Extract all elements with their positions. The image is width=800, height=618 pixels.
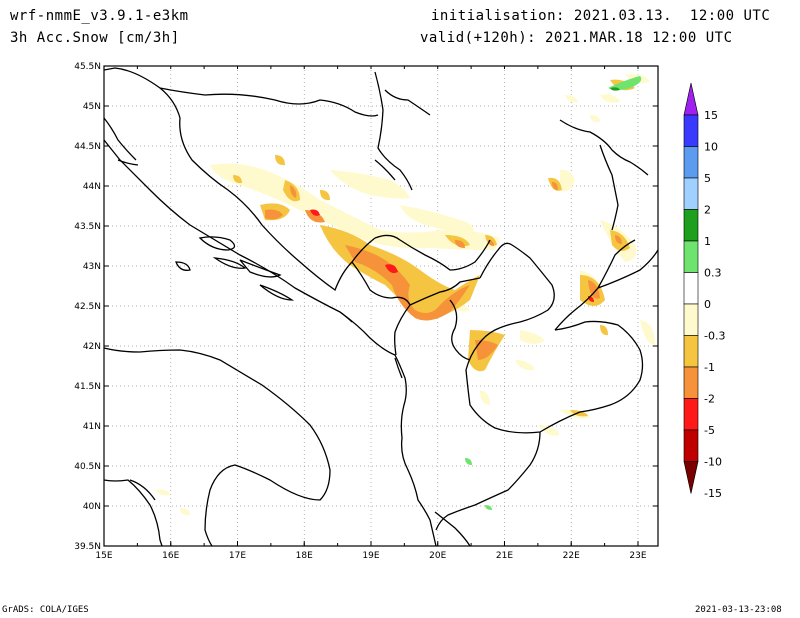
lat-tick-label: 39.5N xyxy=(74,542,101,552)
colorbar-top-arrow xyxy=(683,82,699,116)
lat-tick-label: 45.5N xyxy=(74,62,101,72)
field-name: 3h Acc.Snow [cm/3h] xyxy=(10,30,180,46)
map-plot-area: 39.5N 40N 40.5N 41N 41.5N 42N 42.5N 43N 43.5N 44N… xyxy=(74,62,659,561)
lon-tick-label: 15E xyxy=(95,551,112,561)
lat-tick-label: 45N xyxy=(83,102,101,112)
colorbar-segment xyxy=(683,272,699,305)
colorbar-label: -10 xyxy=(704,456,722,469)
colorbar-segment xyxy=(683,366,699,399)
latitude-labels: 39.5N 40N 40.5N 41N 41.5N 42N 42.5N 43N 43.5N 44N… xyxy=(74,62,101,552)
lon-tick-label: 19E xyxy=(362,551,379,561)
lon-tick-label: 16E xyxy=(162,551,179,561)
lat-tick-label: 40N xyxy=(83,502,101,512)
lat-tick-label: 41N xyxy=(83,422,101,432)
lat-tick-label: 40.5N xyxy=(74,462,101,472)
colorbar-segment xyxy=(683,303,699,336)
lat-tick-label: 44.5N xyxy=(74,142,101,152)
colorbar-label: -15 xyxy=(704,487,722,500)
lat-lon-grid xyxy=(104,66,658,546)
lat-tick-label: 43N xyxy=(83,262,101,272)
colorbar-label: 1 xyxy=(704,235,711,248)
lon-tick-label: 17E xyxy=(229,551,246,561)
valid-time: valid(+120h): 2021.MAR.18 12:00 UTC xyxy=(420,30,733,46)
render-timestamp: 2021-03-13-23:08 xyxy=(695,605,782,615)
colorbar-label: 0 xyxy=(704,298,711,311)
colorbar-segment xyxy=(683,240,699,273)
colorbar-bottom-arrow xyxy=(683,461,699,494)
colorbar-label: 2 xyxy=(704,204,711,217)
axis-ticks xyxy=(103,65,658,547)
longitude-labels: 15E 16E 17E 18E 19E 20E 21E 22E 23E xyxy=(95,551,646,561)
lon-tick-label: 18E xyxy=(296,551,313,561)
snow-accumulation-field xyxy=(155,74,655,516)
model-name: wrf-nmmE_v3.9.1-e3km xyxy=(10,8,189,24)
colorbar-label: -5 xyxy=(704,424,715,437)
colorbar-label: -1 xyxy=(704,361,715,374)
colorbar-label: 0.3 xyxy=(704,267,722,280)
lon-tick-label: 21E xyxy=(496,551,513,561)
grads-credit: GrADS: COLA/IGES xyxy=(2,605,89,615)
colorbar-label: 10 xyxy=(704,141,718,154)
coastlines-and-borders xyxy=(103,67,659,547)
colorbar-segment xyxy=(683,429,699,462)
lat-tick-label: 44N xyxy=(83,182,101,192)
colorbar-label: 15 xyxy=(704,109,718,122)
init-time: initialisation: 2021.03.13. 12:00 UTC xyxy=(431,8,771,24)
colorbar: 15 10 5 2 1 0.3 0 -0.3 -1 -2 -5 -10 -15 xyxy=(683,82,725,500)
colorbar-segment xyxy=(683,335,699,368)
colorbar-segment xyxy=(683,398,699,431)
colorbar-label: -0.3 xyxy=(704,330,725,343)
lon-tick-label: 22E xyxy=(563,551,580,561)
colorbar-label: -2 xyxy=(704,393,715,406)
colorbar-segment xyxy=(683,209,699,242)
colorbar-segment xyxy=(683,177,699,210)
lat-tick-label: 41.5N xyxy=(74,382,101,392)
colorbar-label: 5 xyxy=(704,172,711,185)
colorbar-segment xyxy=(683,146,699,179)
lat-tick-label: 43.5N xyxy=(74,222,101,232)
lon-tick-label: 23E xyxy=(629,551,646,561)
lat-tick-label: 42.5N xyxy=(74,302,101,312)
lon-tick-label: 20E xyxy=(429,551,446,561)
colorbar-segment xyxy=(683,114,699,147)
lat-tick-label: 42N xyxy=(83,342,101,352)
